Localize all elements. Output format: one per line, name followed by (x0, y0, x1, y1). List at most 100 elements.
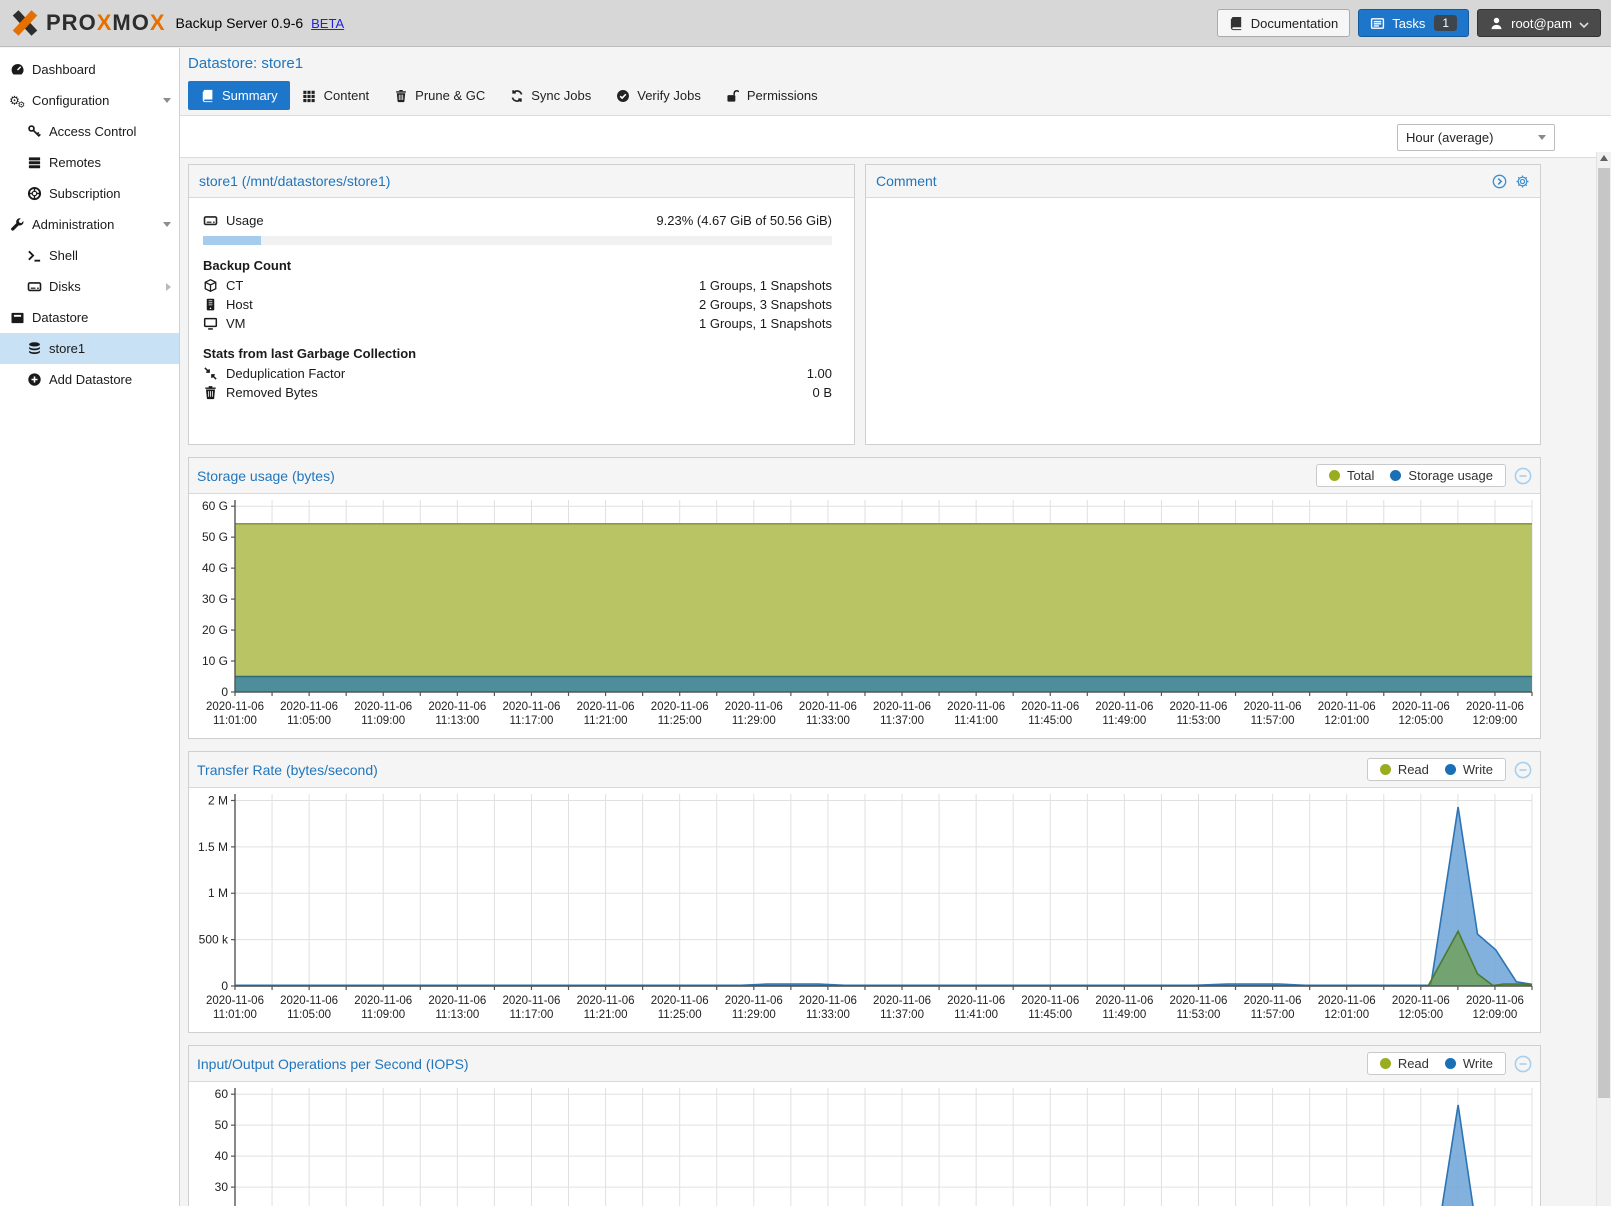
backup-count-header: Backup Count (203, 258, 292, 273)
legend-item-storage-usage[interactable]: Storage usage (1390, 468, 1493, 483)
chart-legend: Total Storage usage (1315, 464, 1506, 487)
sidebar-item-access-control[interactable]: Access Control (0, 116, 179, 147)
iops-chart-panel: Input/Output Operations per Second (IOPS… (188, 1045, 1541, 1206)
legend-item-read[interactable]: Read (1379, 1056, 1429, 1071)
svg-text:2020-11-06: 2020-11-06 (1095, 995, 1153, 1007)
svg-text:2 M: 2 M (208, 793, 228, 807)
svg-text:0: 0 (221, 979, 228, 993)
check-circle-icon (615, 88, 630, 103)
collapse-arrow-icon[interactable] (163, 98, 171, 103)
svg-text:2020-11-06: 2020-11-06 (1095, 701, 1153, 713)
comment-panel-body[interactable] (866, 198, 1540, 442)
th-icon (302, 88, 317, 103)
svg-text:2020-11-06: 2020-11-06 (1318, 995, 1376, 1007)
toolbar: Hour (average) (180, 115, 1611, 158)
svg-text:11:33:00: 11:33:00 (806, 1009, 850, 1021)
collapse-arrow-icon[interactable] (163, 222, 171, 227)
plus-circle-icon (27, 372, 42, 387)
transfer-rate-chart-panel: Transfer Rate (bytes/second) Read Write 0… (188, 751, 1541, 1033)
usage-progress-fill (203, 236, 262, 245)
sidebar-item-shell[interactable]: Shell (0, 240, 179, 271)
svg-text:11:45:00: 11:45:00 (1028, 715, 1072, 727)
tab-summary[interactable]: Summary (188, 81, 290, 110)
legend-dot-icon (1379, 764, 1391, 775)
tab-verify-jobs[interactable]: Verify Jobs (603, 81, 713, 110)
scrollbar-thumb[interactable] (1598, 168, 1610, 1098)
collapse-chart-icon[interactable] (1514, 761, 1532, 779)
vertical-scrollbar[interactable] (1596, 152, 1611, 1206)
svg-text:12:05:00: 12:05:00 (1398, 1009, 1443, 1021)
sidebar-item-remotes[interactable]: Remotes (0, 147, 179, 178)
chart-legend: Read Write (1366, 1052, 1506, 1075)
svg-text:1 M: 1 M (208, 886, 228, 900)
gear-icon[interactable] (1515, 174, 1530, 189)
storage-usage-chart-panel: Storage usage (bytes) Total Storage usage… (188, 457, 1541, 739)
tab-permissions[interactable]: Permissions (713, 81, 830, 110)
sidebar: Dashboard ⚙ ⚙ Configuration Access Control Re… (0, 48, 180, 1206)
chart-legend: Read Write (1366, 758, 1506, 781)
app-header: PROXMOX Backup Server 0.9-6 BETA Documen… (0, 0, 1611, 47)
sidebar-item-datastore[interactable]: Datastore (0, 302, 179, 333)
sidebar-item-disks[interactable]: Disks (0, 271, 179, 302)
sidebar-item-dashboard[interactable]: Dashboard (0, 54, 179, 85)
svg-text:11:17:00: 11:17:00 (509, 715, 553, 727)
tasks-list-icon (1370, 16, 1385, 31)
svg-text:11:33:00: 11:33:00 (806, 715, 850, 727)
svg-text:2020-11-06: 2020-11-06 (502, 995, 560, 1007)
legend-dot-icon (1444, 764, 1456, 775)
svg-text:2020-11-06: 2020-11-06 (1021, 701, 1079, 713)
user-menu-button[interactable]: root@pam (1477, 9, 1601, 37)
svg-text:60 G: 60 G (202, 499, 228, 513)
book-icon (200, 88, 215, 103)
tab-content[interactable]: Content (290, 81, 382, 110)
sidebar-item-add-datastore[interactable]: Add Datastore (0, 364, 179, 395)
sidebar-item-administration[interactable]: Administration (0, 209, 179, 240)
scroll-up-arrow-icon[interactable] (1600, 155, 1608, 161)
svg-text:2020-11-06: 2020-11-06 (354, 995, 412, 1007)
documentation-button[interactable]: Documentation (1216, 9, 1351, 37)
sidebar-item-store1[interactable]: store1 (0, 333, 179, 364)
tasks-button[interactable]: Tasks 1 (1358, 9, 1470, 37)
svg-text:2020-11-06: 2020-11-06 (1244, 995, 1302, 1007)
tab-sync-jobs[interactable]: Sync Jobs (497, 81, 603, 110)
svg-text:11:37:00: 11:37:00 (880, 1009, 924, 1021)
collapse-chart-icon[interactable] (1514, 1055, 1532, 1073)
svg-text:1.5 M: 1.5 M (198, 840, 228, 854)
svg-text:11:29:00: 11:29:00 (732, 715, 776, 727)
tab-prune-gc[interactable]: Prune & GC (381, 81, 497, 110)
sidebar-item-configuration[interactable]: ⚙ ⚙ Configuration (0, 85, 179, 116)
svg-text:2020-11-06: 2020-11-06 (502, 701, 560, 713)
gc-stat-row: Deduplication Factor 1.00 (203, 364, 832, 383)
legend-dot-icon (1390, 470, 1402, 481)
app-subtitle: Backup Server 0.9-6 (175, 15, 304, 31)
content: store1 (/mnt/datastores/store1) Usage 9.… (180, 158, 1611, 1206)
unlock-icon (725, 88, 740, 103)
svg-text:2020-11-06: 2020-11-06 (799, 995, 857, 1007)
usage-progress-bar (203, 236, 832, 245)
legend-item-write[interactable]: Write (1444, 1056, 1493, 1071)
legend-item-read[interactable]: Read (1379, 762, 1429, 777)
proxmox-logo: PROXMOX (10, 8, 166, 38)
legend-item-total[interactable]: Total (1328, 468, 1374, 483)
expand-arrow-icon[interactable] (166, 282, 171, 291)
page-title: Datastore: store1 (188, 55, 304, 72)
svg-text:30 G: 30 G (202, 592, 228, 606)
chevron-circle-right-icon[interactable] (1492, 174, 1507, 189)
beta-link[interactable]: BETA (311, 15, 345, 31)
sidebar-item-subscription[interactable]: Subscription (0, 178, 179, 209)
svg-text:⚙: ⚙ (18, 100, 26, 108)
svg-text:2020-11-06: 2020-11-06 (354, 701, 412, 713)
svg-text:30: 30 (215, 1180, 229, 1194)
transfer-rate-chart: 0 500 k 1 M 1.5 M 2 M 2020-11-06 11:01:00 2020-… (193, 788, 1536, 1032)
time-range-select[interactable]: Hour (average) (1397, 124, 1555, 151)
logo-wordmark: PROXMOX (46, 10, 166, 35)
collapse-chart-icon[interactable] (1514, 467, 1532, 485)
sync-icon (509, 88, 524, 103)
legend-item-write[interactable]: Write (1444, 762, 1493, 777)
usage-value: 9.23% (4.67 GiB of 50.56 GiB) (656, 213, 832, 228)
gc-stat-row: Removed Bytes 0 B (203, 383, 832, 402)
svg-text:10 G: 10 G (202, 654, 228, 668)
svg-text:11:09:00: 11:09:00 (361, 715, 405, 727)
comment-panel: Comment (865, 164, 1541, 445)
legend-dot-icon (1379, 1058, 1391, 1069)
